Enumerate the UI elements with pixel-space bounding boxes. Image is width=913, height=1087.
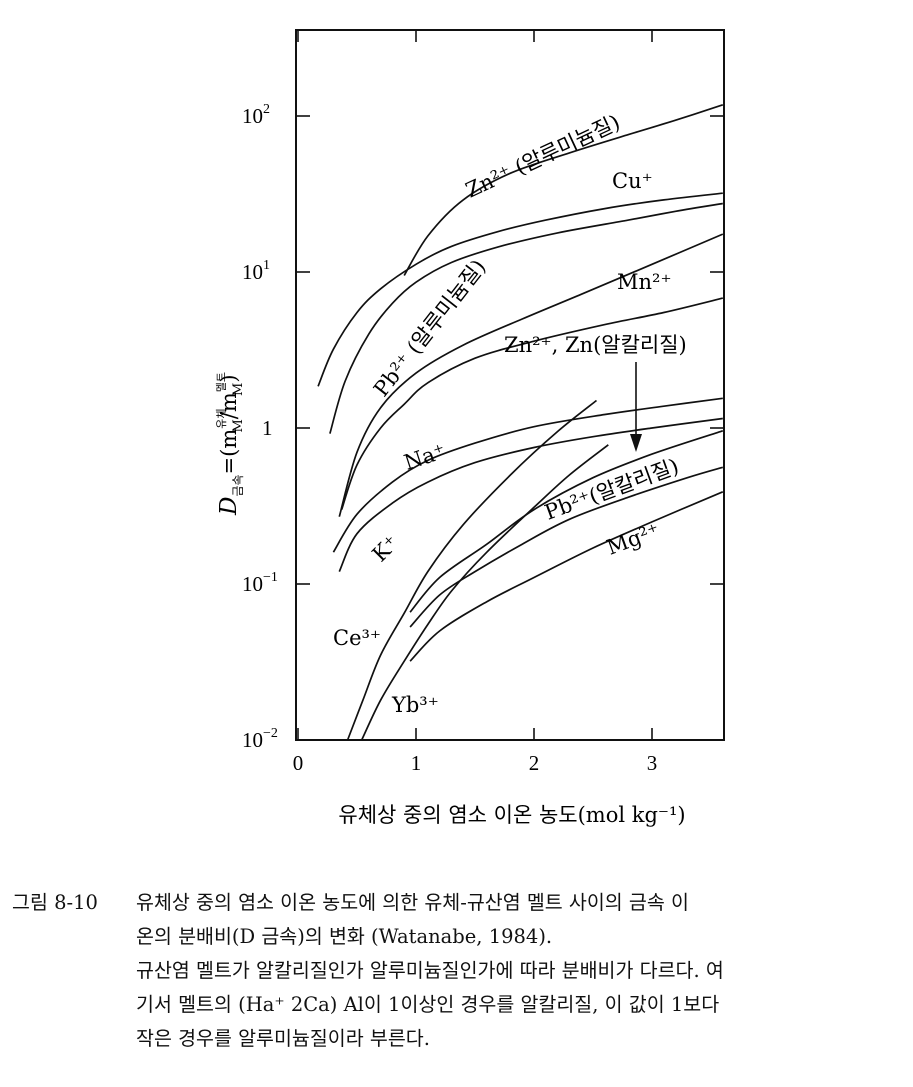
x-tick-label: 2 xyxy=(529,751,540,775)
series-line-k xyxy=(338,417,723,572)
label-pb-alkaline: Pb²⁺(알칼리질) xyxy=(542,454,682,525)
caption-figure-number: 그림 8-10 xyxy=(12,891,98,914)
y-tick-label: 101 xyxy=(242,258,270,284)
series-line-yb xyxy=(360,444,609,741)
caption-line: 기서 멜트의 (Ha⁺ 2Ca) Al이 1이상인 경우를 알칼리질, 이 값이… xyxy=(136,993,720,1016)
caption-line: 작은 경우를 알루미늄질이라 부른다. xyxy=(136,1027,430,1050)
label-cu: Cu⁺ xyxy=(612,169,653,193)
y-tick-label: 102 xyxy=(242,102,270,128)
label-mn: Mn²⁺ xyxy=(617,270,672,294)
x-tick-label: 0 xyxy=(293,751,304,775)
series-line-cu xyxy=(317,192,723,387)
label-k: K⁺ xyxy=(368,531,404,567)
series-line-mg xyxy=(409,491,724,662)
x-tick-label: 3 xyxy=(647,751,658,775)
caption-body: 유체상 중의 염소 이온 농도에 의한 유체-규산염 멜트 사이의 금속 이 온… xyxy=(136,886,904,1056)
series-line-zn-al xyxy=(403,103,724,276)
x-axis-title: 유체상 중의 염소 이온 농도(mol kg⁻¹) xyxy=(338,803,685,827)
y-axis-title: D금속=(m유체 M/m멜트 M) xyxy=(215,372,246,516)
series-line-ce xyxy=(346,399,598,741)
annotation-arrow-head xyxy=(630,434,642,452)
plot-frame xyxy=(295,29,725,741)
axis-tick-labels: 0 1 2 3 10−2 10−1 1 101 102 xyxy=(242,102,657,775)
label-yb: Yb³⁺ xyxy=(391,693,439,717)
series-line-zn-alk-a xyxy=(340,297,724,510)
x-tick-label: 1 xyxy=(411,751,422,775)
series-line-mn xyxy=(338,233,724,517)
y-tick-label: 10−1 xyxy=(242,570,278,596)
y-tick-label: 1 xyxy=(262,416,273,440)
label-zn-alkaline: Zn²⁺, Zn(알칼리질) xyxy=(504,333,687,357)
series-line-pb-al xyxy=(329,202,723,434)
caption-line: 규산염 멜트가 알칼리질인가 알루미늄질인가에 따라 분배비가 다르다. 여 xyxy=(136,959,724,982)
label-na: Na⁺ xyxy=(401,439,448,475)
label-mg: Mg²⁺ xyxy=(604,519,663,560)
series-curves xyxy=(317,103,724,741)
axis-ticks xyxy=(296,30,724,740)
caption-line: 온의 분배비(D 금속)의 변화 (Watanabe, 1984). xyxy=(136,925,553,948)
label-pb-aluminous: Pb²⁺ (알루미늄질) xyxy=(369,255,491,401)
caption-line: 유체상 중의 염소 이온 농도에 의한 유체-규산염 멜트 사이의 금속 이 xyxy=(136,891,689,914)
series-line-pb-alk xyxy=(409,466,724,628)
chart: 0 1 2 3 10−2 10−1 1 101 102 Zn²⁺ (알루미늄질) Cu⁺ Pb²… xyxy=(215,29,725,827)
series-line-zn-alk-b xyxy=(409,429,724,613)
label-ce: Ce³⁺ xyxy=(333,626,381,650)
y-tick-label: 10−2 xyxy=(242,726,278,752)
series-line-na xyxy=(332,397,723,553)
label-zn-aluminous: Zn²⁺ (알루미늄질) xyxy=(462,110,624,202)
